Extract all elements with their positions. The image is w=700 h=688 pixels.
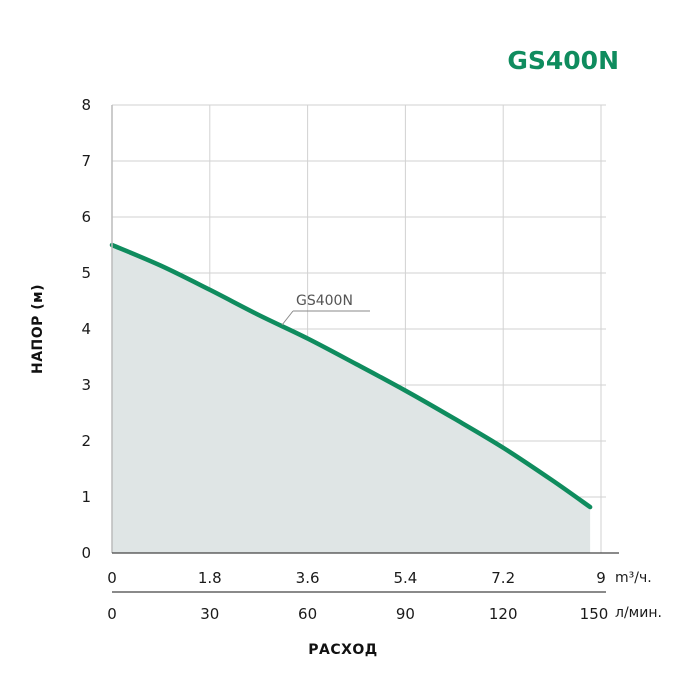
series-area-fill bbox=[112, 245, 591, 553]
series-line bbox=[109, 242, 593, 510]
series-callout: GS400N bbox=[281, 293, 370, 326]
x-tick-label-primary: 7.2 bbox=[491, 569, 515, 587]
x-tick-labels-secondary: 0 30 60 90 120 150 bbox=[107, 605, 608, 623]
y-tick-label: 3 bbox=[81, 376, 91, 394]
y-tick-label: 8 bbox=[81, 96, 91, 114]
chart-title: GS400N bbox=[507, 46, 619, 75]
series-callout-leader bbox=[281, 310, 294, 326]
x-tick-label-primary: 3.6 bbox=[296, 569, 320, 587]
y-tick-label: 4 bbox=[81, 320, 91, 338]
y-tick-labels: 0 1 2 3 4 5 6 7 8 bbox=[81, 96, 91, 562]
x-tick-label-secondary: 0 bbox=[107, 605, 117, 623]
x-tick-label-secondary: 120 bbox=[489, 605, 518, 623]
axes bbox=[111, 105, 619, 593]
y-tick-label: 0 bbox=[81, 544, 91, 562]
x-tick-label-secondary: 150 bbox=[580, 605, 609, 623]
x-tick-label-secondary: 90 bbox=[396, 605, 415, 623]
x-tick-labels-primary: 0 1.8 3.6 5.4 7.2 9 bbox=[107, 569, 606, 587]
x-tick-label-secondary: 30 bbox=[200, 605, 219, 623]
y-tick-label: 1 bbox=[81, 488, 91, 506]
x-axis-title: РАСХОД bbox=[308, 642, 378, 658]
x-tick-label-primary: 5.4 bbox=[393, 569, 417, 587]
x-tick-label-secondary: 60 bbox=[298, 605, 317, 623]
y-axis-title: НАПОР (м) bbox=[30, 284, 46, 374]
y-tick-label: 5 bbox=[81, 264, 91, 282]
x-tick-label-primary: 0 bbox=[107, 569, 117, 587]
x-unit-primary: m³/ч. bbox=[615, 570, 652, 586]
x-tick-label-primary: 9 bbox=[596, 569, 606, 587]
x-tick-label-primary: 1.8 bbox=[198, 569, 222, 587]
series-label: GS400N bbox=[296, 293, 353, 309]
x-unit-secondary: л/мин. bbox=[615, 605, 662, 621]
y-tick-label: 2 bbox=[81, 432, 91, 450]
y-tick-label: 7 bbox=[81, 152, 91, 170]
y-tick-label: 6 bbox=[81, 208, 91, 226]
